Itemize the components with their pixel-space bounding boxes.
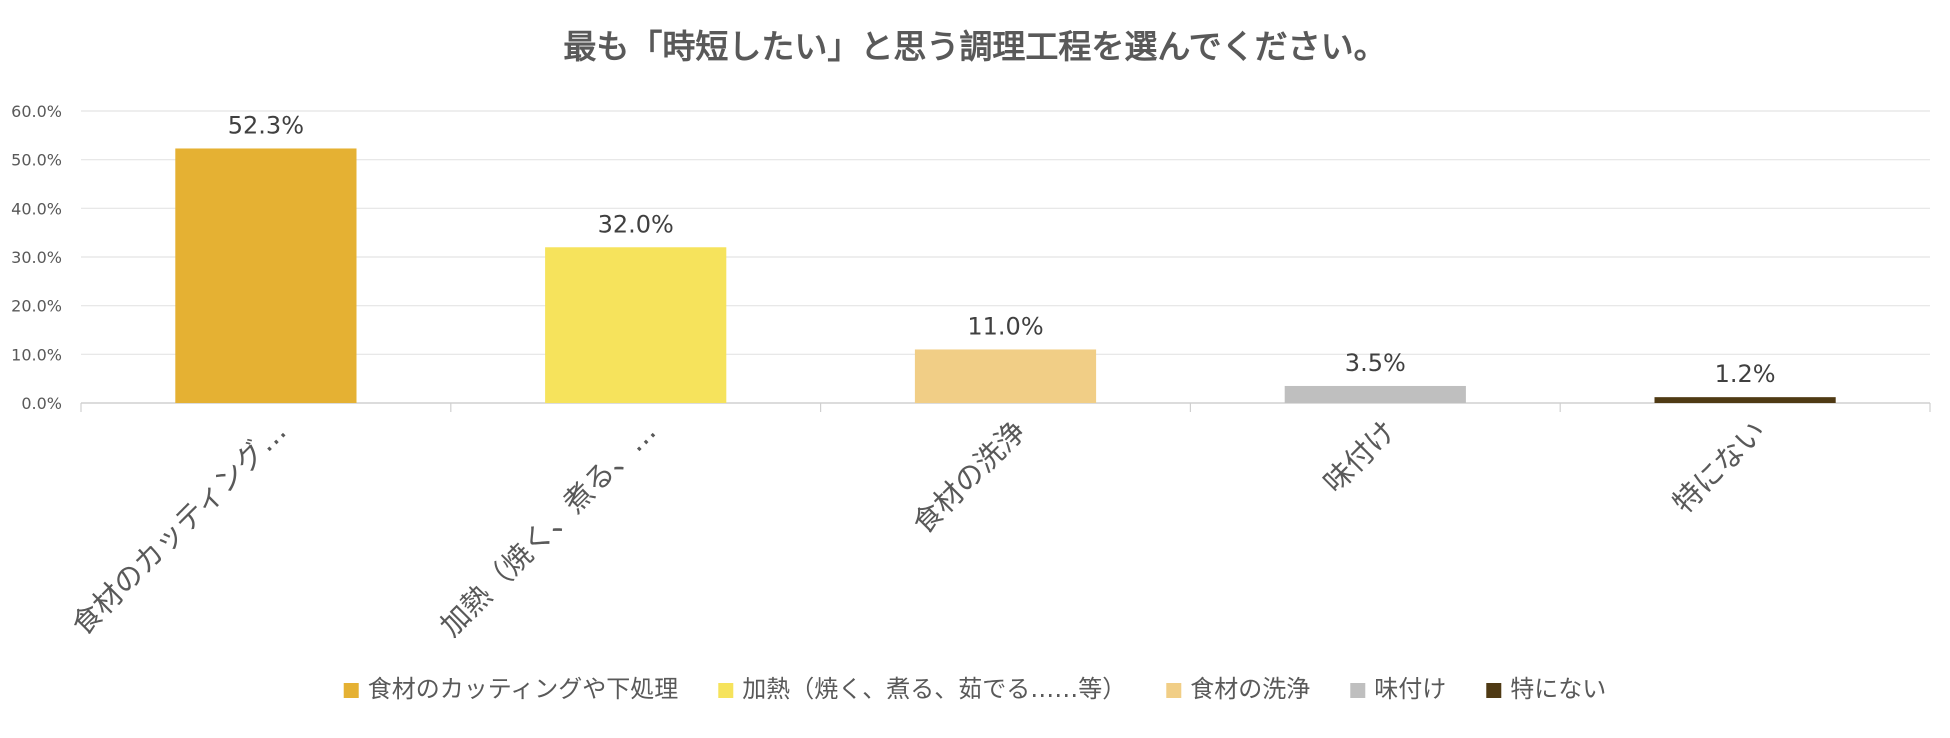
y-tick-label: 60.0% [11,102,62,121]
legend-swatch [718,683,734,698]
legend-item: 特にない [1486,675,1606,703]
bar [545,247,727,403]
x-tick-label: 味付け [1317,414,1403,500]
legend-swatch [1486,683,1502,698]
data-label: 52.3% [228,111,304,139]
bar [914,349,1097,403]
data-label: 32.0% [598,210,674,238]
bar [175,148,357,403]
y-tick-label: 40.0% [11,199,62,218]
y-tick-label: 10.0% [11,345,62,364]
legend-item: 加熱（焼く、煮る、茹でる……等） [718,675,1126,703]
gridlines [80,110,1931,412]
legend-swatch [343,683,359,698]
x-tick-label: 食材の洗浄 [906,414,1033,541]
legend-item: 味付け [1350,675,1446,703]
legend-label: 特にない [1510,675,1606,703]
legend-label: 味付け [1374,675,1446,703]
x-tick-label: 食材のカッティング… [65,414,293,642]
y-tick-label: 0.0% [21,394,62,413]
bar [1284,385,1466,403]
y-tick-label: 20.0% [11,297,62,316]
x-axis-ticks: 食材のカッティング… 加熱（焼く、煮る、… 食材の洗浄 味付け 特にない [65,414,1772,643]
y-tick-label: 30.0% [11,248,62,267]
legend-item: 食材のカッティングや下処理 [343,675,679,703]
legend-label: 食材の洗浄 [1190,675,1310,703]
legend-swatch [1350,683,1366,698]
data-label: 1.2% [1715,360,1776,388]
bars: 52.3% 32.0% 11.0% 3.5% 1.2% [175,111,1836,403]
y-axis-ticks: 0.0% 10.0% 20.0% 30.0% 40.0% 50.0% 60.0% [11,102,62,413]
legend-label: 食材のカッティングや下処理 [368,675,679,703]
data-label: 3.5% [1345,349,1406,377]
legend-item: 食材の洗浄 [1166,675,1310,703]
chart-title: 最も「時短したい」と思う調理工程を選んでください。 [563,27,1386,66]
x-tick-label: 加熱（焼く、煮る、… [434,414,663,643]
data-label: 11.0% [967,312,1043,340]
y-tick-label: 50.0% [11,151,62,170]
legend-swatch [1166,683,1182,698]
bar [1654,397,1836,403]
legend: 食材のカッティングや下処理 加熱（焼く、煮る、茹でる……等） 食材の洗浄 味付け 特にな… [343,675,1606,703]
legend-label: 加熱（焼く、煮る、茹でる……等） [742,675,1126,703]
x-tick-label: 特にない [1666,414,1772,520]
